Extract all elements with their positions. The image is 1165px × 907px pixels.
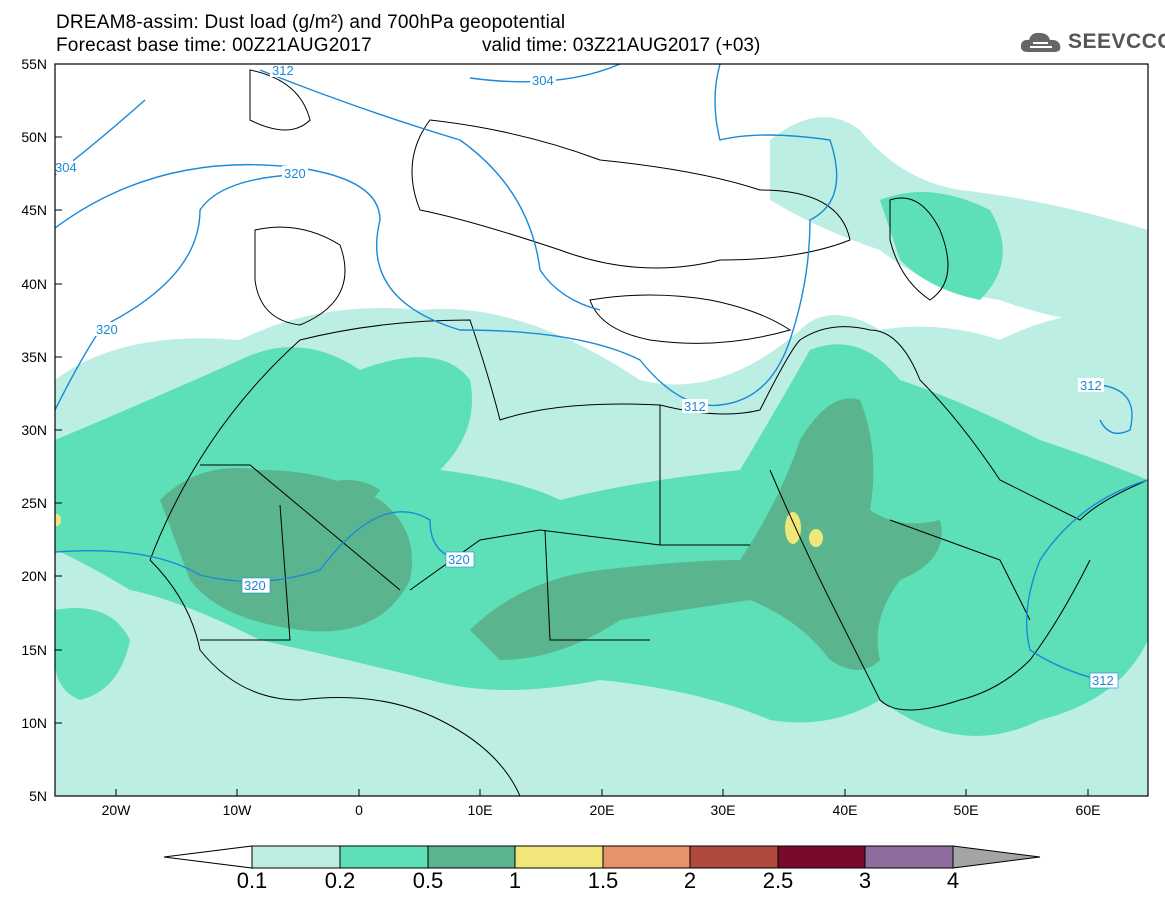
colorbar-label: 0.1 bbox=[236, 868, 268, 893]
contour-label: 320 bbox=[96, 322, 118, 337]
latitude-axis bbox=[55, 136, 62, 724]
contour-label: 312 bbox=[1092, 673, 1114, 688]
logo-text: SEEVCCC bbox=[1068, 30, 1165, 53]
contour-labels: 312 304 320 304 320 320 320 312 312 312 bbox=[55, 63, 1119, 689]
lon-label: 10E bbox=[468, 802, 493, 818]
lat-label: 50N bbox=[21, 129, 47, 145]
dust-high-spot bbox=[55, 512, 823, 547]
lat-label: 25N bbox=[21, 495, 47, 511]
colorbar-swatch bbox=[251, 845, 341, 869]
lon-label: 60E bbox=[1076, 802, 1101, 818]
contour-label: 312 bbox=[1080, 378, 1102, 393]
lon-label: 20E bbox=[590, 802, 615, 818]
colorbar-max-arrow bbox=[952, 845, 1041, 869]
valid-time: valid time: 03Z21AUG2017 (+03) bbox=[482, 35, 761, 56]
lat-label: 45N bbox=[21, 202, 47, 218]
colorbar-label: 1 bbox=[508, 868, 522, 893]
contour-label: 312 bbox=[684, 399, 706, 414]
lat-label: 10N bbox=[21, 715, 47, 731]
lat-label: 40N bbox=[21, 276, 47, 292]
map-title: DREAM8-assim: Dust load (g/m²) and 700hP… bbox=[56, 12, 566, 33]
colorbar-label: 4 bbox=[946, 868, 960, 893]
lon-label: 0 bbox=[355, 802, 363, 818]
lon-label: 20W bbox=[102, 802, 132, 818]
lon-label: 30E bbox=[711, 802, 736, 818]
colorbar-swatch bbox=[777, 845, 866, 869]
colorbar-label: 3 bbox=[858, 868, 872, 893]
lon-label: 40E bbox=[833, 802, 858, 818]
lon-label: 50E bbox=[954, 802, 979, 818]
cloud-icon bbox=[1020, 32, 1061, 52]
lat-label: 15N bbox=[21, 642, 47, 658]
colorbar bbox=[163, 845, 1041, 869]
contour-label: 320 bbox=[448, 552, 470, 567]
seevccc-logo: SEEVCCC bbox=[1018, 28, 1165, 58]
lat-label: 55N bbox=[21, 56, 47, 72]
contour-label: 304 bbox=[532, 73, 554, 88]
lat-label: 20N bbox=[21, 568, 47, 584]
colorbar-swatch bbox=[339, 845, 429, 869]
dust-dark-region bbox=[160, 398, 942, 670]
lat-label: 35N bbox=[21, 349, 47, 365]
colorbar-label: 0.2 bbox=[324, 868, 356, 893]
colorbar-label: 0.5 bbox=[412, 868, 444, 893]
colorbar-swatch bbox=[689, 845, 779, 869]
contour-label: 320 bbox=[284, 166, 306, 181]
lon-label: 10W bbox=[223, 802, 253, 818]
lat-label: 30N bbox=[21, 422, 47, 438]
colorbar-min-arrow bbox=[163, 845, 253, 869]
colorbar-swatch bbox=[427, 845, 516, 869]
contour-label: 320 bbox=[244, 578, 266, 593]
colorbar-label: 2.5 bbox=[762, 868, 794, 893]
forecast-base-time: Forecast base time: 00Z21AUG2017 bbox=[56, 35, 372, 56]
longitude-axis bbox=[115, 789, 1089, 796]
coastlines bbox=[149, 69, 1148, 796]
colorbar-label: 1.5 bbox=[587, 868, 619, 893]
colorbar-label: 2 bbox=[683, 868, 697, 893]
colorbar-swatch bbox=[514, 845, 604, 869]
colorbar-swatch bbox=[864, 845, 954, 869]
contour-label: 312 bbox=[272, 63, 294, 78]
contour-label: 304 bbox=[55, 160, 77, 175]
colorbar-swatch bbox=[602, 845, 691, 869]
lat-label: 5N bbox=[29, 788, 47, 804]
